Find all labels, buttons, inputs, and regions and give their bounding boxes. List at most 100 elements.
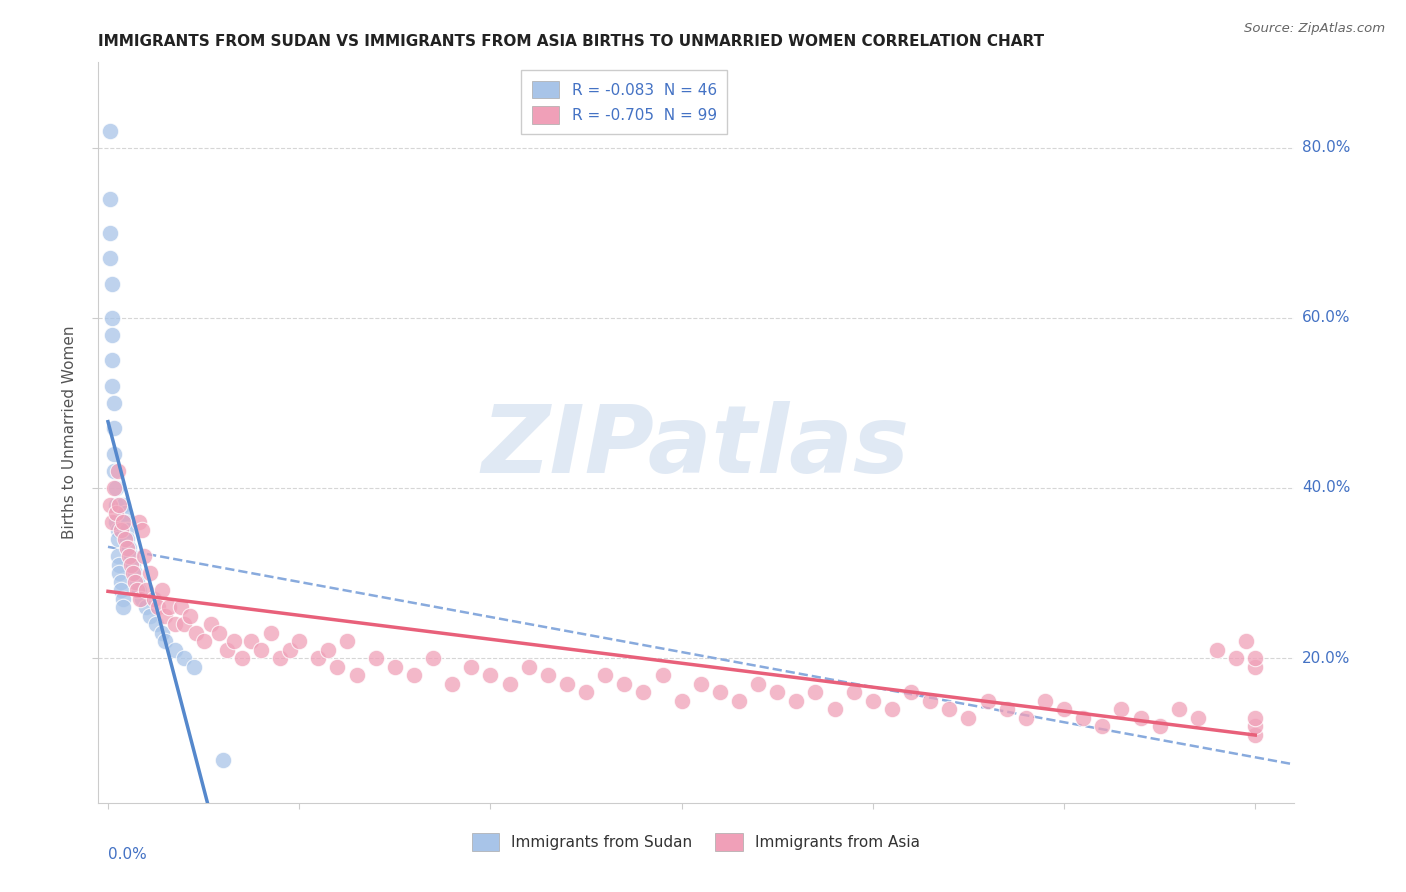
Y-axis label: Births to Unmarried Women: Births to Unmarried Women [62,326,77,540]
Point [112,591,135,606]
Point [107,464,129,478]
Point [498,676,520,690]
Point [104,498,127,512]
Point [131,524,153,538]
Point [110,524,132,538]
Point [537,668,560,682]
Point [114,507,136,521]
Point [98,226,121,240]
Point [307,651,329,665]
Point [1244,711,1267,725]
Point [115,532,138,546]
Text: 20.0%: 20.0% [1302,650,1350,665]
Point [215,642,238,657]
Point [135,600,157,615]
Point [104,481,127,495]
Point [1071,711,1094,725]
Point [269,651,291,665]
Point [101,327,124,342]
Point [98,498,121,512]
Point [169,600,191,615]
Point [316,642,339,657]
Point [900,685,922,699]
Point [1053,702,1076,716]
Point [125,574,148,589]
Point [1167,702,1189,716]
Point [103,396,125,410]
Point [124,574,146,589]
Point [129,591,152,606]
Point [593,668,616,682]
Point [104,507,127,521]
Point [139,608,162,623]
Point [135,582,157,597]
Text: 80.0%: 80.0% [1302,140,1350,155]
Point [250,642,273,657]
Point [121,566,143,580]
Point [101,515,124,529]
Point [231,651,253,665]
Point [1234,634,1257,648]
Point [1244,719,1267,733]
Point [920,694,942,708]
Point [155,608,177,623]
Point [364,651,387,665]
Point [402,668,425,682]
Point [422,651,444,665]
Point [441,676,464,690]
Point [938,702,960,716]
Point [1244,728,1267,742]
Point [671,694,693,708]
Point [114,515,136,529]
Point [146,600,169,615]
Point [115,524,138,538]
Point [104,515,127,529]
Point [479,668,502,682]
Point [555,676,578,690]
Point [1225,651,1247,665]
Point [103,481,125,495]
Point [101,379,124,393]
Point [150,582,173,597]
Point [200,617,222,632]
Point [163,642,186,657]
Point [1111,702,1133,716]
Point [112,600,135,615]
Point [107,549,129,563]
Point [785,694,807,708]
Point [98,251,121,265]
Point [118,541,141,555]
Point [108,566,131,580]
Point [336,634,359,648]
Point [1244,659,1267,673]
Point [651,668,673,682]
Point [163,617,186,632]
Point [134,549,156,563]
Text: 40.0%: 40.0% [1302,481,1350,495]
Point [124,566,146,580]
Point [766,685,789,699]
Point [824,702,846,716]
Point [346,668,368,682]
Point [107,524,129,538]
Point [957,711,980,725]
Point [460,659,482,673]
Point [288,634,311,648]
Point [145,617,167,632]
Point [224,634,246,648]
Point [114,532,136,546]
Point [976,694,998,708]
Point [131,591,153,606]
Point [103,447,125,461]
Point [142,591,165,606]
Point [157,600,180,615]
Point [150,625,173,640]
Point [139,566,162,580]
Point [575,685,598,699]
Text: 60.0%: 60.0% [1302,310,1350,326]
Point [128,515,150,529]
Point [101,277,124,291]
Point [101,353,124,368]
Point [689,676,711,690]
Point [110,574,132,589]
